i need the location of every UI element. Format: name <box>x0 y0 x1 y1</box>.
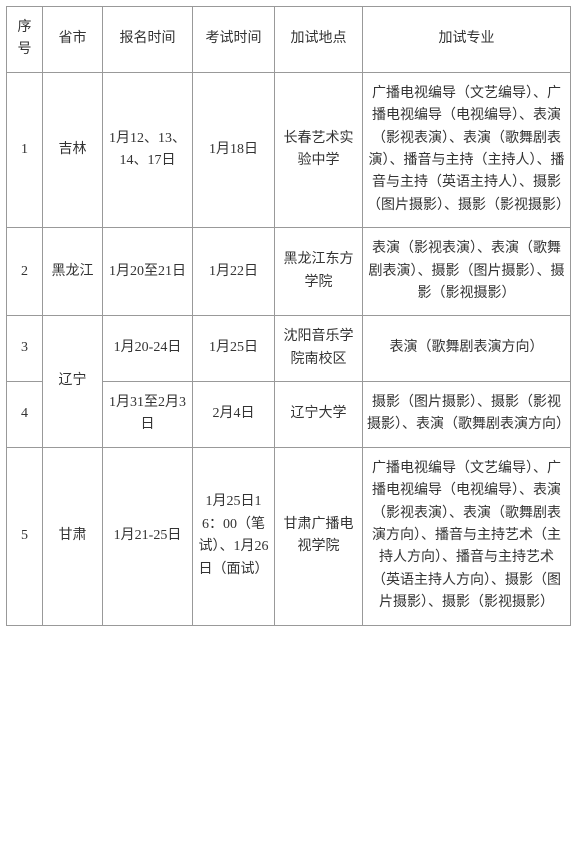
header-seq: 序号 <box>7 7 43 73</box>
header-location: 加试地点 <box>275 7 363 73</box>
table-row: 2 黑龙江 1月20至21日 1月22日 黑龙江东方学院 表演（影视表演）、表演… <box>7 228 571 316</box>
cell-location: 沈阳音乐学院南校区 <box>275 316 363 382</box>
cell-major: 广播电视编导（文艺编导）、广播电视编导（电视编导）、表演（影视表演）、表演（歌舞… <box>363 72 571 227</box>
cell-reg-time: 1月20至21日 <box>103 228 193 316</box>
cell-province: 黑龙江 <box>43 228 103 316</box>
cell-exam-time: 1月25日16：00（笔试）、1月26日（面试） <box>193 447 275 625</box>
cell-reg-time: 1月12、13、14、17日 <box>103 72 193 227</box>
cell-major: 表演（歌舞剧表演方向） <box>363 316 571 382</box>
cell-province: 甘肃 <box>43 447 103 625</box>
cell-province: 辽宁 <box>43 316 103 448</box>
cell-reg-time: 1月21-25日 <box>103 447 193 625</box>
cell-major: 摄影（图片摄影）、摄影（影视摄影）、表演（歌舞剧表演方向） <box>363 382 571 448</box>
cell-exam-time: 1月25日 <box>193 316 275 382</box>
cell-seq: 4 <box>7 382 43 448</box>
cell-exam-time: 1月18日 <box>193 72 275 227</box>
cell-seq: 3 <box>7 316 43 382</box>
table-row: 1 吉林 1月12、13、14、17日 1月18日 长春艺术实验中学 广播电视编… <box>7 72 571 227</box>
header-province: 省市 <box>43 7 103 73</box>
table-row: 5 甘肃 1月21-25日 1月25日16：00（笔试）、1月26日（面试） 甘… <box>7 447 571 625</box>
cell-location: 黑龙江东方学院 <box>275 228 363 316</box>
cell-province: 吉林 <box>43 72 103 227</box>
cell-location: 甘肃广播电视学院 <box>275 447 363 625</box>
cell-seq: 5 <box>7 447 43 625</box>
header-exam-time: 考试时间 <box>193 7 275 73</box>
cell-location: 辽宁大学 <box>275 382 363 448</box>
exam-schedule-table: 序号 省市 报名时间 考试时间 加试地点 加试专业 1 吉林 1月12、13、1… <box>6 6 571 626</box>
table-header-row: 序号 省市 报名时间 考试时间 加试地点 加试专业 <box>7 7 571 73</box>
cell-reg-time: 1月20-24日 <box>103 316 193 382</box>
header-major: 加试专业 <box>363 7 571 73</box>
table-row: 3 辽宁 1月20-24日 1月25日 沈阳音乐学院南校区 表演（歌舞剧表演方向… <box>7 316 571 382</box>
cell-major: 广播电视编导（文艺编导）、广播电视编导（电视编导）、表演（影视表演）、表演（歌舞… <box>363 447 571 625</box>
cell-exam-time: 2月4日 <box>193 382 275 448</box>
cell-major: 表演（影视表演）、表演（歌舞剧表演）、摄影（图片摄影）、摄影（影视摄影） <box>363 228 571 316</box>
cell-exam-time: 1月22日 <box>193 228 275 316</box>
cell-location: 长春艺术实验中学 <box>275 72 363 227</box>
cell-seq: 2 <box>7 228 43 316</box>
cell-reg-time: 1月31至2月3日 <box>103 382 193 448</box>
header-reg-time: 报名时间 <box>103 7 193 73</box>
cell-seq: 1 <box>7 72 43 227</box>
